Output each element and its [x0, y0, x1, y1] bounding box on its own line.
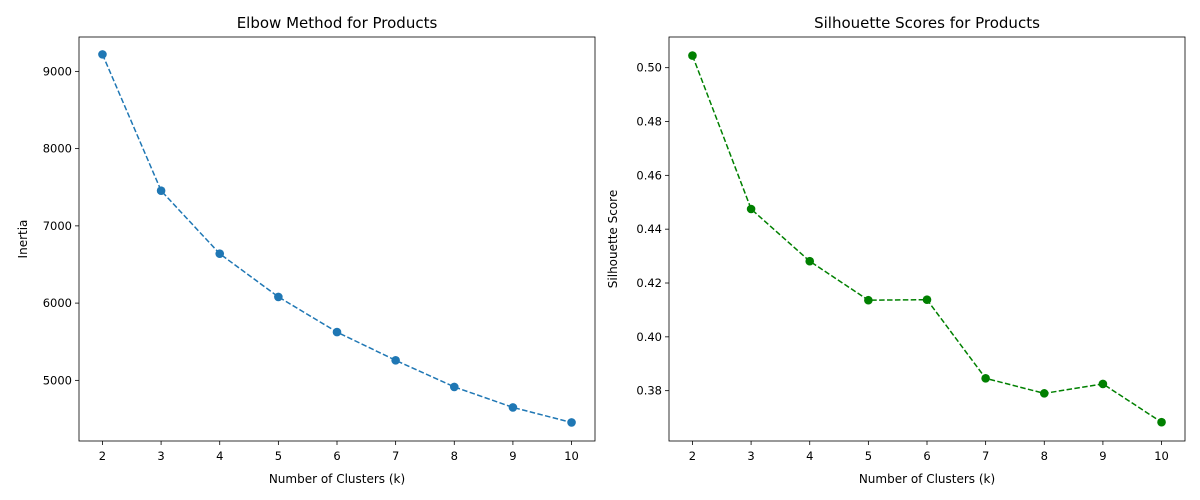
y-tick-label: 7000 [43, 219, 72, 233]
data-point [1039, 389, 1049, 398]
x-tick-label: 7 [392, 449, 399, 463]
data-point [922, 295, 932, 304]
y-tick-label: 8000 [43, 142, 72, 156]
y-tick-label: 0.50 [636, 61, 662, 75]
x-tick-label: 8 [1041, 449, 1048, 463]
x-tick-label: 9 [509, 449, 516, 463]
data-point [981, 373, 990, 383]
x-tick-label: 10 [564, 449, 579, 463]
x-tick-label: 4 [806, 449, 813, 463]
x-tick-label: 4 [216, 449, 223, 463]
data-point [332, 327, 342, 337]
x-tick-label: 3 [157, 449, 164, 463]
series-line [691, 55, 1162, 423]
x-tick-label: 5 [865, 449, 872, 463]
x-tick-label: 6 [333, 449, 340, 463]
data-point [449, 382, 459, 392]
data-point [391, 355, 400, 365]
data-point [688, 51, 697, 60]
x-tick-label: 10 [1154, 449, 1169, 463]
y-tick-label: 0.42 [636, 276, 662, 290]
elbow-chart: Elbow Method for Products Number of Clus… [16, 14, 596, 486]
y-tick-label: 0.48 [636, 115, 662, 129]
y-tick-label: 0.44 [636, 222, 662, 236]
y-tick-label: 5000 [43, 373, 72, 387]
plot-frame [78, 36, 596, 442]
y-axis-label: Silhouette Score [606, 190, 620, 288]
data-point [567, 418, 576, 427]
data-point [156, 186, 166, 196]
data-point [98, 50, 107, 59]
y-axis-label: Inertia [16, 220, 30, 259]
x-tick-label: 5 [275, 449, 282, 463]
x-axis-label: Number of Clusters (k) [269, 472, 405, 486]
data-point [1098, 379, 1108, 389]
data-point [805, 256, 815, 266]
x-tick-label: 2 [689, 449, 696, 463]
y-tick-label: 0.38 [636, 384, 662, 398]
chart-title: Elbow Method for Products [237, 14, 438, 32]
x-tick-label: 3 [747, 449, 754, 463]
data-point [508, 403, 518, 412]
x-tick-label: 8 [451, 449, 458, 463]
data-point [864, 295, 873, 305]
plot-frame [668, 36, 1186, 442]
y-tick-label: 6000 [43, 296, 72, 310]
data-point [215, 249, 225, 258]
silhouette-chart: Silhouette Scores for Products Number of… [606, 14, 1186, 486]
chart-title: Silhouette Scores for Products [814, 14, 1040, 32]
y-tick-label: 0.40 [636, 330, 662, 344]
y-tick-label: 9000 [43, 64, 72, 78]
data-point [1157, 417, 1166, 427]
data-point [274, 292, 283, 302]
x-tick-label: 2 [99, 449, 106, 463]
x-tick-label: 9 [1099, 449, 1106, 463]
x-axis-label: Number of Clusters (k) [859, 472, 995, 486]
x-tick-label: 6 [923, 449, 930, 463]
series-line [101, 54, 572, 424]
data-point [746, 204, 756, 214]
x-tick-label: 7 [982, 449, 989, 463]
y-tick-label: 0.46 [636, 168, 662, 182]
